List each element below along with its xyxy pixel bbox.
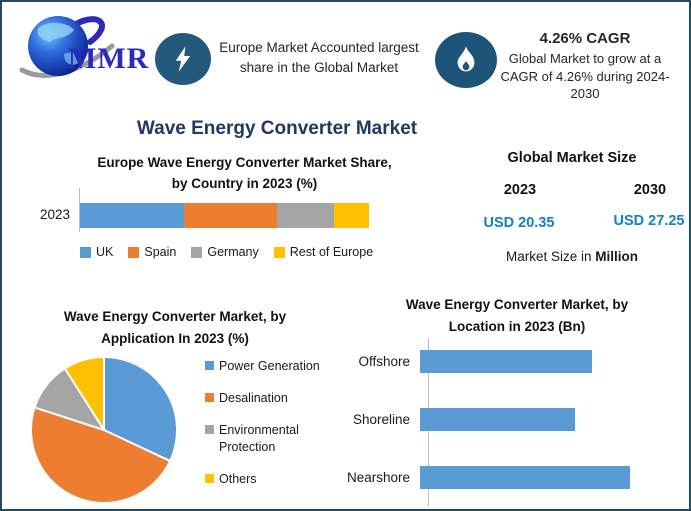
- legend-label: Others: [219, 471, 257, 486]
- legend-item-spain: Spain: [128, 245, 176, 259]
- location-chart: Wave Energy Converter Market, by Locatio…: [342, 290, 689, 509]
- legend-swatch-icon: [128, 246, 140, 258]
- application-pie-chart: [30, 356, 178, 504]
- location-bar-label: Nearshore: [346, 470, 410, 485]
- application-chart-title-line2: Application In 2023 (%): [101, 330, 249, 346]
- market-size-unit-bold: Million: [595, 249, 639, 264]
- application-chart-title: Wave Energy Converter Market, by Applica…: [40, 306, 310, 349]
- country-chart-axis: [79, 188, 80, 232]
- legend-item-power-generation: Power Generation: [205, 358, 343, 375]
- legend-swatch-icon: [205, 361, 214, 370]
- country-stacked-bar: [80, 203, 369, 228]
- legend-swatch-icon: [205, 424, 214, 434]
- legend-swatch-icon: [191, 246, 203, 258]
- cagr-title: 4.26% CAGR: [539, 30, 631, 47]
- legend-swatch-icon: [273, 246, 285, 258]
- legend-label: Spain: [144, 245, 177, 259]
- page-title: Wave Energy Converter Market: [136, 118, 418, 139]
- cagr-note: Global Market to grow at a CAGR of 4.26%…: [500, 51, 670, 102]
- market-size-unit-note: Market Size in Million: [470, 249, 674, 264]
- market-size-value-2030: USD 27.25: [613, 213, 685, 229]
- legend-item-rest-of-europe: Rest of Europe: [273, 245, 374, 259]
- stacked-segment-germany: [276, 203, 335, 228]
- location-bar: [420, 350, 592, 373]
- legend-label: Desalination: [219, 390, 288, 405]
- location-bar: [420, 466, 630, 489]
- market-size-year-2030: 2030: [633, 182, 667, 198]
- market-size-unit-prefix: Market Size in: [505, 249, 596, 264]
- flame-icon: [457, 46, 475, 72]
- legend-item-environmental-protection: Environmental Protection: [205, 422, 343, 456]
- country-chart-legend: UK Spain Germany Rest of Europe: [80, 245, 400, 259]
- stacked-segment-rest-of-europe: [334, 203, 369, 228]
- lightning-icon: [175, 46, 191, 72]
- logo-wordmark: MMR: [68, 42, 150, 75]
- legend-item-germany: Germany: [191, 245, 259, 259]
- country-chart-title: Europe Wave Energy Converter Market Shar…: [57, 153, 432, 195]
- europe-highlight-text: Europe Market Accounted largest share in…: [219, 40, 419, 76]
- stacked-segment-uk: [80, 203, 185, 228]
- legend-swatch-icon: [205, 473, 214, 483]
- country-chart-year-label: 2023: [39, 207, 70, 222]
- pie-slice-others: [63, 356, 105, 431]
- location-chart-title: Wave Energy Converter Market, by Locatio…: [372, 294, 662, 337]
- location-bar-label: Shoreline: [352, 412, 410, 427]
- legend-swatch-icon: [205, 392, 214, 402]
- global-market-size-title: Global Market Size: [507, 150, 637, 166]
- application-chart-legend: Power Generation Desalination Environmenta…: [205, 358, 343, 487]
- legend-label: UK: [96, 245, 114, 259]
- location-bar-row-nearshore: Nearshore: [342, 466, 630, 489]
- lightning-badge: [155, 33, 211, 85]
- location-chart-title-line1: Wave Energy Converter Market, by: [405, 297, 629, 312]
- cagr-badge: [435, 32, 497, 88]
- location-bar-row-shoreline: Shoreline: [342, 408, 575, 431]
- location-bar-label: Offshore: [358, 354, 410, 369]
- legend-item-others: Others: [205, 471, 343, 488]
- application-chart-title-line1: Wave Energy Converter Market, by: [63, 309, 287, 324]
- legend-swatch-icon: [80, 246, 91, 258]
- pie-slice-power-generation: [103, 356, 178, 463]
- legend-label: Environmental Protection: [219, 422, 299, 454]
- stacked-segment-spain: [184, 203, 277, 228]
- market-size-year-2023: 2023: [503, 182, 537, 198]
- pie-slice-desalination: [30, 406, 172, 504]
- country-chart-title-line1: Europe Wave Energy Converter Market Shar…: [97, 155, 392, 170]
- market-size-value-2023: USD 20.35: [483, 215, 555, 231]
- location-bar: [420, 408, 575, 431]
- country-chart-title-line2: by Country in 2023 (%): [171, 175, 318, 191]
- legend-label: Germany: [207, 245, 259, 259]
- legend-item-desalination: Desalination: [205, 390, 343, 407]
- location-chart-title-line2: Location in 2023 (Bn): [448, 318, 586, 334]
- legend-label: Power Generation: [219, 359, 320, 373]
- globe-icon: [19, 16, 115, 78]
- location-bar-row-offshore: Offshore: [342, 350, 592, 373]
- legend-item-uk: UK: [80, 245, 113, 259]
- mmr-logo: MMR: [16, 10, 154, 88]
- cagr-block: 4.26% CAGR Global Market to grow at a CA…: [496, 30, 674, 103]
- legend-label: Rest of Europe: [289, 245, 374, 259]
